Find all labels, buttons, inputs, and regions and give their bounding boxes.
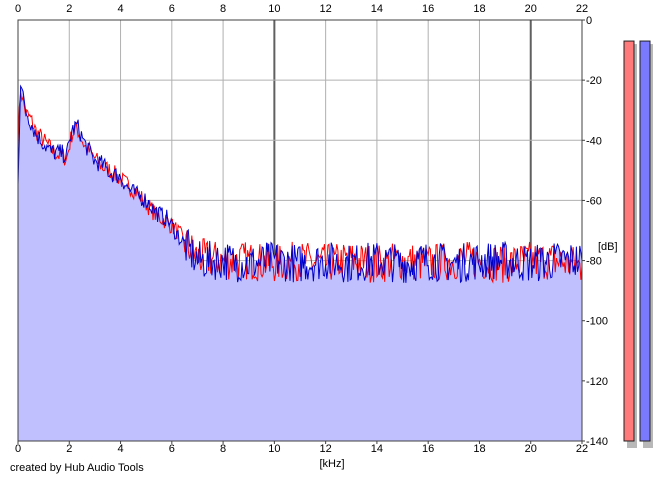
y-tick-label: -100: [586, 316, 608, 328]
x-tick-label: 22: [576, 3, 588, 15]
y-tick-label: -80: [586, 256, 602, 268]
x-tick-label: 8: [220, 3, 226, 15]
x-tick-label: 14: [371, 3, 383, 15]
x-tick-label: 16: [422, 3, 434, 15]
y-tick-label: -60: [586, 195, 602, 207]
x-tick-label: 10: [268, 443, 280, 455]
x-tick-label: 22: [576, 443, 588, 455]
x-tick-label: 8: [220, 443, 226, 455]
x-tick-label: 4: [117, 443, 123, 455]
plot-border: [17, 19, 583, 442]
y-tick-label: 0: [586, 15, 592, 27]
x-tick-label: 10: [268, 3, 280, 15]
x-axis-label: [kHz]: [319, 458, 344, 470]
x-tick-label: 6: [169, 3, 175, 15]
x-tick-label: 20: [525, 3, 537, 15]
plot-frame: [17, 19, 583, 442]
x-tick-label: 20: [525, 443, 537, 455]
x-tick-label: 14: [371, 443, 383, 455]
y-tick-label: -140: [586, 436, 608, 448]
y-tick-label: -40: [586, 135, 602, 147]
x-tick-label: 12: [320, 443, 332, 455]
x-tick-label: 6: [169, 443, 175, 455]
series-line-0: [17, 92, 583, 284]
x-tick-label: 0: [15, 3, 21, 15]
area-fill: [18, 86, 582, 441]
x-tick-label: 0: [15, 443, 21, 455]
meter-bar: [623, 40, 635, 442]
x-tick-label: 4: [117, 3, 123, 15]
series-lines: [17, 84, 583, 284]
meter-bar: [639, 40, 651, 442]
y-tick-label: -120: [586, 376, 608, 388]
x-tick-label: 2: [66, 443, 72, 455]
level-meters: [623, 40, 653, 449]
credit-text: created by Hub Audio Tools: [10, 462, 144, 474]
y-tick-labels: 0 -20 -40 -60 -80 -100 -120 -140: [582, 15, 608, 448]
x-tick-label: 18: [473, 443, 485, 455]
x-tick-label: 2: [66, 3, 72, 15]
x-tick-label: 18: [473, 3, 485, 15]
x-tick-label: 16: [422, 443, 434, 455]
y-tick-label: -20: [586, 75, 602, 87]
series-line-1: [17, 84, 583, 284]
spectrum-fill: [18, 86, 582, 441]
y-axis-label: [dB]: [598, 241, 618, 253]
x-tick-label: 12: [320, 3, 332, 15]
